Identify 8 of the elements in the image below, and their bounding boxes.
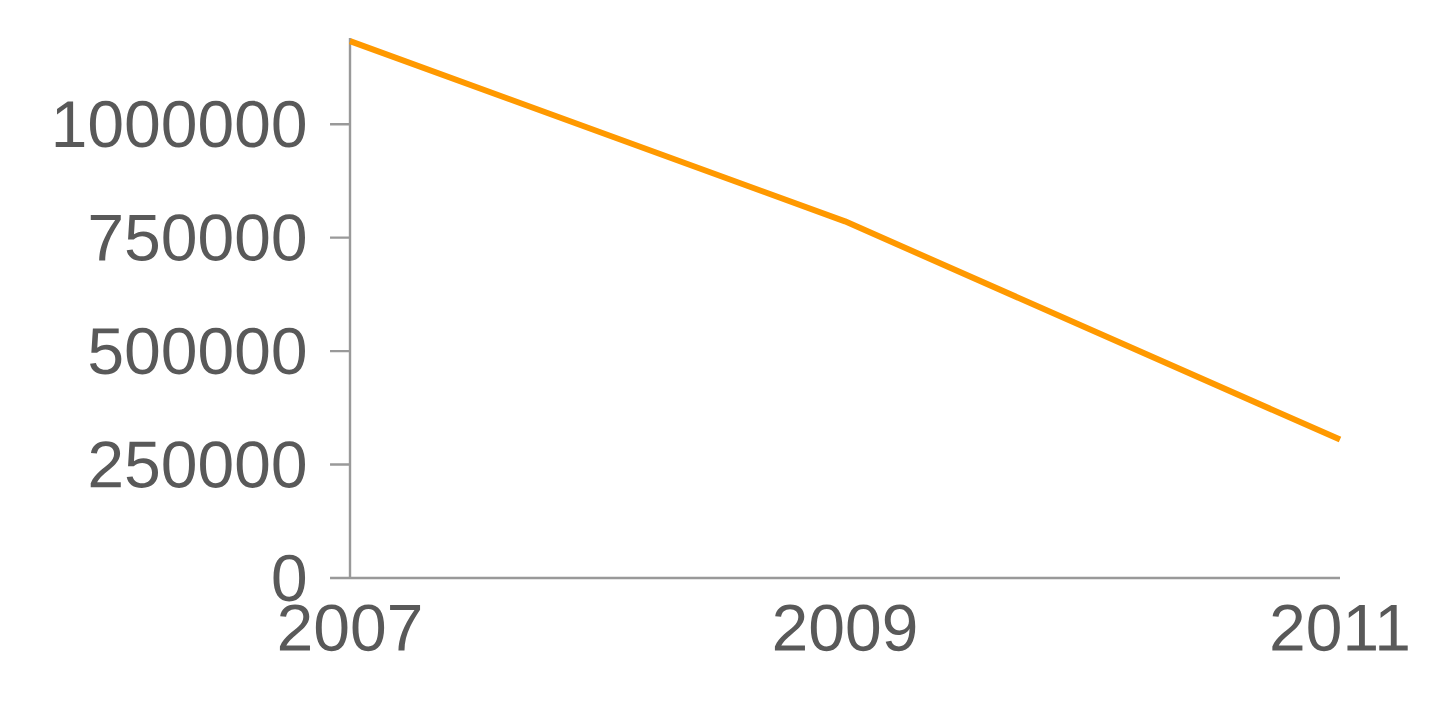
y-tick-label: 500000	[90, 327, 305, 375]
x-tick-label: 2009	[774, 604, 916, 652]
y-tick-label: 0	[273, 554, 306, 602]
y-tick-label: 1000000	[55, 100, 305, 148]
x-tick-label: 2007	[279, 604, 421, 652]
y-tick-label: 250000	[90, 441, 305, 488]
y-tick-label: 750000	[90, 214, 305, 262]
x-tick-label: 2011	[1272, 604, 1408, 652]
